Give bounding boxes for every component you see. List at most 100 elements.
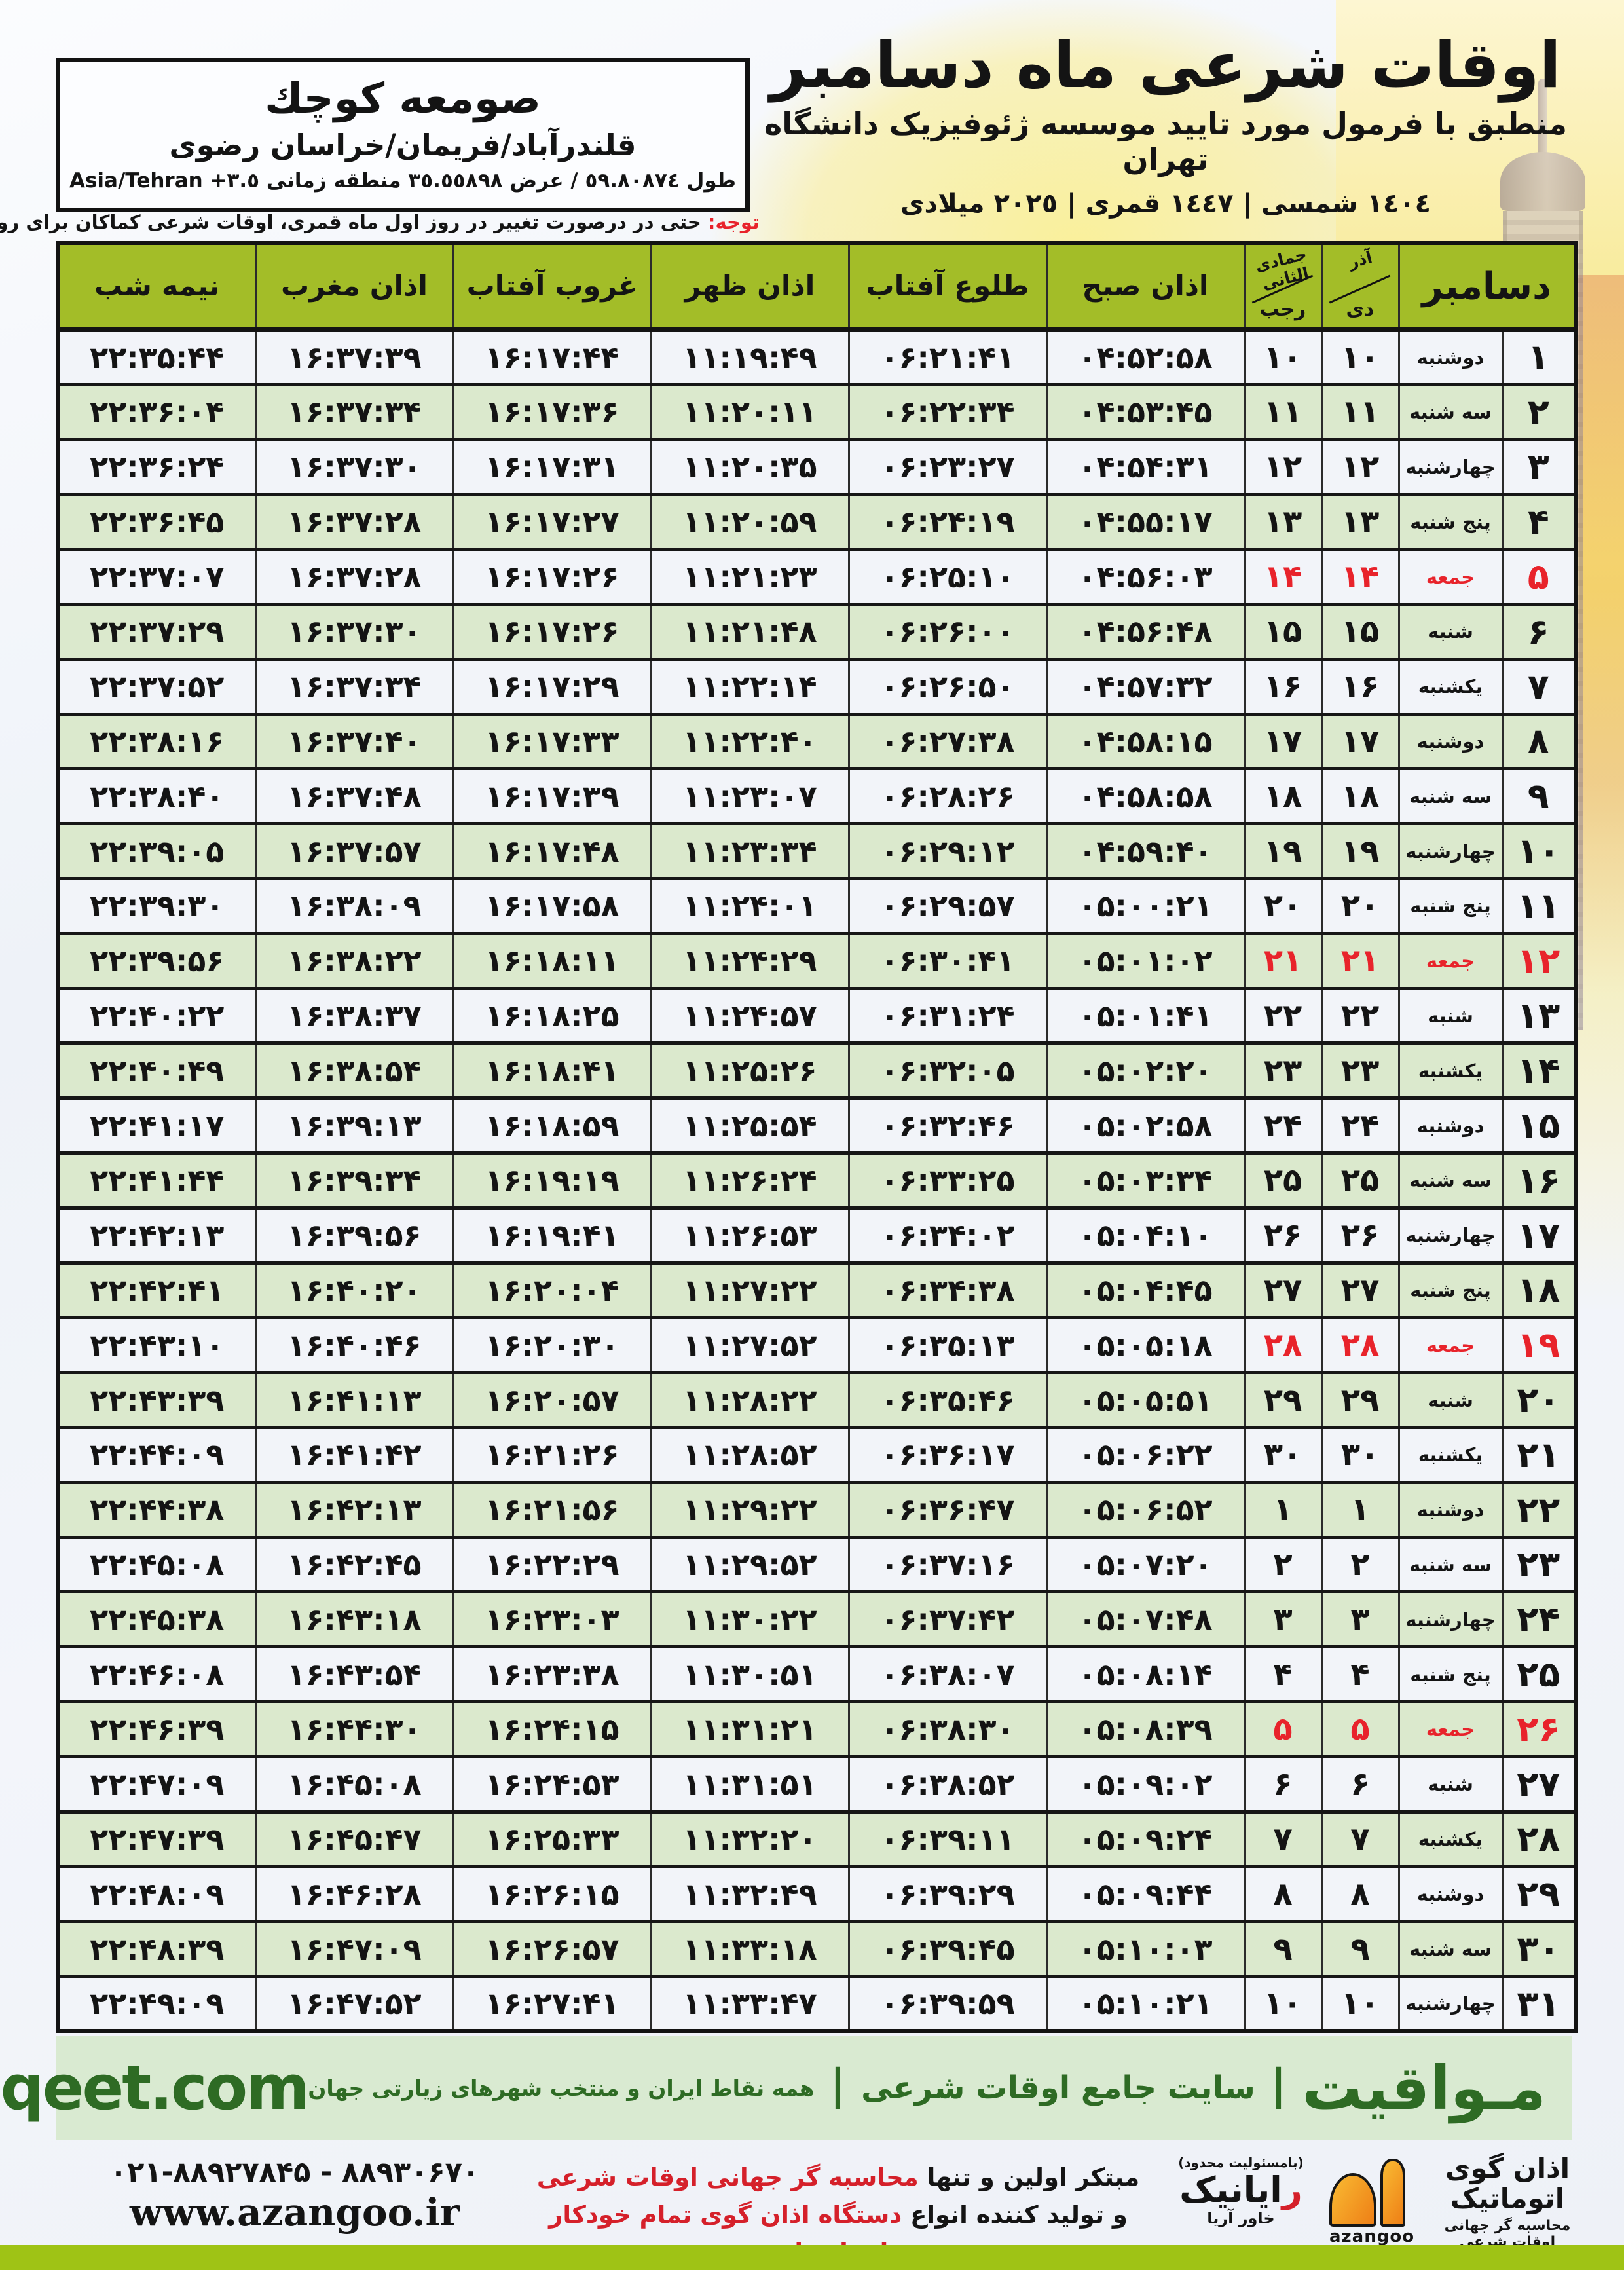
rayanik-subname: خاور آریا [1207, 2209, 1275, 2228]
cell-azan-sobh: ۰۵:۰۰:۲۱ [1045, 878, 1246, 934]
cell-sunset: ۱۶:۲۴:۱۵ [452, 1702, 652, 1757]
cell-sunrise: ۰۶:۳۰:۴۱ [847, 933, 1048, 989]
cell-weekday: شنبه [1397, 1372, 1504, 1428]
cell-azan-zohr: ۱۱:۲۹:۵۲ [650, 1537, 850, 1592]
cell-azan-zohr: ۱۱:۲۲:۴۰ [650, 714, 850, 769]
cell-sunset: ۱۶:۱۸:۱۱ [452, 933, 652, 989]
cell-sunset: ۱۶:۱۷:۲۹ [452, 659, 652, 715]
header-sunrise: طلوع آفتاب [847, 243, 1048, 332]
cell-weekday: چهارشنبه [1397, 1976, 1504, 2032]
cell-azan-zohr: ۱۱:۲۲:۱۴ [650, 659, 850, 715]
cell-sunrise: ۰۶:۳۲:۴۶ [847, 1098, 1048, 1153]
cell-azan-zohr: ۱۱:۲۰:۵۹ [650, 494, 850, 549]
cell-midnight: ۲۲:۴۳:۱۰ [56, 1317, 257, 1373]
cell-gregorian-day: ۱۳ [1501, 988, 1577, 1043]
slogan-line1-black: مبتکر اولین و تنها [918, 2163, 1140, 2191]
cell-midnight: ۲۲:۴۷:۰۹ [56, 1757, 257, 1812]
cell-jalali-day: ۱۷ [1320, 714, 1400, 769]
table-row: ۸ دوشنبه ۱۷ ۱۷ ۰۴:۵۸:۱۵ ۰۶:۲۷:۳۸ ۱۱:۲۲:۴… [56, 714, 1577, 769]
cell-jalali-day: ۵ [1320, 1702, 1400, 1757]
cell-midnight: ۲۲:۳۶:۴۵ [56, 494, 257, 549]
cell-weekday: شنبه [1397, 988, 1504, 1043]
cell-sunrise: ۰۶:۳۹:۵۹ [847, 1976, 1048, 2032]
cell-gregorian-day: ۱۴ [1501, 1043, 1577, 1098]
mavaqeet-site-desc: سایت جامع اوقات شرعی [861, 2070, 1255, 2106]
slogan-line1-red: محاسبه گر جهانی اوقات شرعی [536, 2163, 919, 2191]
cell-midnight: ۲۲:۳۷:۰۷ [56, 549, 257, 605]
table-row: ۷ یکشنبه ۱۶ ۱۶ ۰۴:۵۷:۳۲ ۰۶:۲۶:۵۰ ۱۱:۲۲:۱… [56, 659, 1577, 715]
cell-azan-zohr: ۱۱:۳۰:۵۱ [650, 1647, 850, 1702]
cell-gregorian-day: ۱۸ [1501, 1263, 1577, 1318]
location-region: قلندرآباد/فریمان/خراسان رضوی [169, 128, 637, 163]
cell-azan-maghreb: ۱۶:۴۲:۴۵ [254, 1537, 454, 1592]
cell-hijri-day: ۱ [1243, 1482, 1323, 1538]
cell-azan-sobh: ۰۵:۰۵:۱۸ [1045, 1317, 1246, 1373]
cell-weekday: دوشنبه [1397, 1098, 1504, 1153]
cell-sunset: ۱۶:۲۱:۲۶ [452, 1427, 652, 1483]
table-row: ۱ دوشنبه ۱۰ ۱۰ ۰۴:۵۲:۵۸ ۰۶:۲۱:۴۱ ۱۱:۱۹:۴… [56, 329, 1577, 385]
cell-jalali-day: ۲۹ [1320, 1372, 1400, 1428]
cell-midnight: ۲۲:۳۷:۵۲ [56, 659, 257, 715]
cell-hijri-day: ۲ [1243, 1537, 1323, 1592]
notice: توجه: حتی در درصورت تغییر در روز اول ماه… [0, 211, 760, 233]
contact-block: ۰۲۱-۸۸۹۲۷۸۴۵ - ۸۸۹۳۰۶۷۰ www.azangoo.ir [79, 2156, 511, 2235]
cell-sunrise: ۰۶:۳۷:۴۲ [847, 1591, 1048, 1647]
cell-gregorian-day: ۹ [1501, 768, 1577, 824]
cell-sunset: ۱۶:۱۷:۵۸ [452, 878, 652, 934]
mavaqeet-banner: مـواقیت | سایت جامع اوقات شرعی | همه نقا… [0, 2036, 1572, 2140]
cell-gregorian-day: ۲۳ [1501, 1537, 1577, 1592]
cell-midnight: ۲۲:۳۷:۲۹ [56, 604, 257, 660]
header-sunset: غروب آفتاب [452, 243, 652, 332]
cell-jalali-day: ۸ [1320, 1866, 1400, 1922]
cell-jalali-day: ۲۵ [1320, 1153, 1400, 1208]
cell-azan-maghreb: ۱۶:۳۸:۰۹ [254, 878, 454, 934]
cell-gregorian-day: ۱۵ [1501, 1098, 1577, 1153]
cell-jalali-day: ۱۸ [1320, 768, 1400, 824]
cell-midnight: ۲۲:۴۰:۴۹ [56, 1043, 257, 1098]
azangoo-website-link[interactable]: www.azangoo.ir [129, 2190, 460, 2235]
cell-azan-sobh: ۰۵:۰۷:۲۰ [1045, 1537, 1246, 1592]
header-azan-maghreb: اذان مغرب [254, 243, 454, 332]
cell-hijri-day: ۲۵ [1243, 1153, 1323, 1208]
cell-gregorian-day: ۳۱ [1501, 1976, 1577, 2032]
cell-midnight: ۲۲:۳۸:۱۶ [56, 714, 257, 769]
cell-jalali-day: ۲۲ [1320, 988, 1400, 1043]
cell-hijri-day: ۱۲ [1243, 439, 1323, 494]
cell-azan-maghreb: ۱۶:۳۷:۴۰ [254, 714, 454, 769]
cell-azan-maghreb: ۱۶:۴۲:۱۳ [254, 1482, 454, 1538]
phone-numbers: ۰۲۱-۸۸۹۲۷۸۴۵ - ۸۸۹۳۰۶۷۰ [109, 2156, 480, 2189]
cell-sunset: ۱۶:۱۹:۱۹ [452, 1153, 652, 1208]
cell-jalali-day: ۲ [1320, 1537, 1400, 1592]
header-jumada: جمادی الثانی [1253, 244, 1311, 293]
cell-azan-zohr: ۱۱:۳۲:۴۹ [650, 1866, 850, 1922]
cell-midnight: ۲۲:۴۹:۰۹ [56, 1976, 257, 2032]
cell-gregorian-day: ۲۲ [1501, 1482, 1577, 1538]
cell-weekday: دوشنبه [1397, 1866, 1504, 1922]
cell-sunrise: ۰۶:۳۵:۱۳ [847, 1317, 1048, 1373]
cell-azan-maghreb: ۱۶:۳۷:۲۸ [254, 549, 454, 605]
cell-azan-maghreb: ۱۶:۴۳:۵۴ [254, 1647, 454, 1702]
cell-midnight: ۲۲:۳۹:۰۵ [56, 823, 257, 879]
cell-jalali-day: ۷ [1320, 1812, 1400, 1867]
cell-jalali-day: ۱۳ [1320, 494, 1400, 549]
table-row: ۲۱ یکشنبه ۳۰ ۳۰ ۰۵:۰۶:۲۲ ۰۶:۳۶:۱۷ ۱۱:۲۸:… [56, 1427, 1577, 1483]
mavaqeet-domain-link[interactable]: mavaqeet.com [0, 2052, 310, 2124]
cell-weekday: جمعه [1397, 1317, 1504, 1373]
cell-jalali-day: ۲۰ [1320, 878, 1400, 934]
rayanik-llc-label: (بامسئولیت محدود) [1178, 2155, 1304, 2170]
table-row: ۶ شنبه ۱۵ ۱۵ ۰۴:۵۶:۴۸ ۰۶:۲۶:۰۰ ۱۱:۲۱:۴۸ … [56, 604, 1577, 660]
cell-weekday: دوشنبه [1397, 329, 1504, 385]
cell-azan-sobh: ۰۵:۰۹:۴۴ [1045, 1866, 1246, 1922]
table-row: ۱۷ چهارشنبه ۲۶ ۲۶ ۰۵:۰۴:۱۰ ۰۶:۳۴:۰۲ ۱۱:۲… [56, 1208, 1577, 1263]
cell-azan-maghreb: ۱۶:۳۷:۳۰ [254, 604, 454, 660]
cell-azan-zohr: ۱۱:۳۰:۲۲ [650, 1591, 850, 1647]
cell-hijri-day: ۲۷ [1243, 1263, 1323, 1318]
cell-weekday: یکشنبه [1397, 1043, 1504, 1098]
cell-jalali-day: ۲۷ [1320, 1263, 1400, 1318]
cell-hijri-day: ۲۲ [1243, 988, 1323, 1043]
cell-azan-zohr: ۱۱:۲۰:۳۵ [650, 439, 850, 494]
cell-azan-maghreb: ۱۶:۳۸:۵۴ [254, 1043, 454, 1098]
cell-azan-sobh: ۰۴:۵۵:۱۷ [1045, 494, 1246, 549]
header-rajab: رجب [1259, 298, 1306, 321]
cell-midnight: ۲۲:۴۲:۱۳ [56, 1208, 257, 1263]
